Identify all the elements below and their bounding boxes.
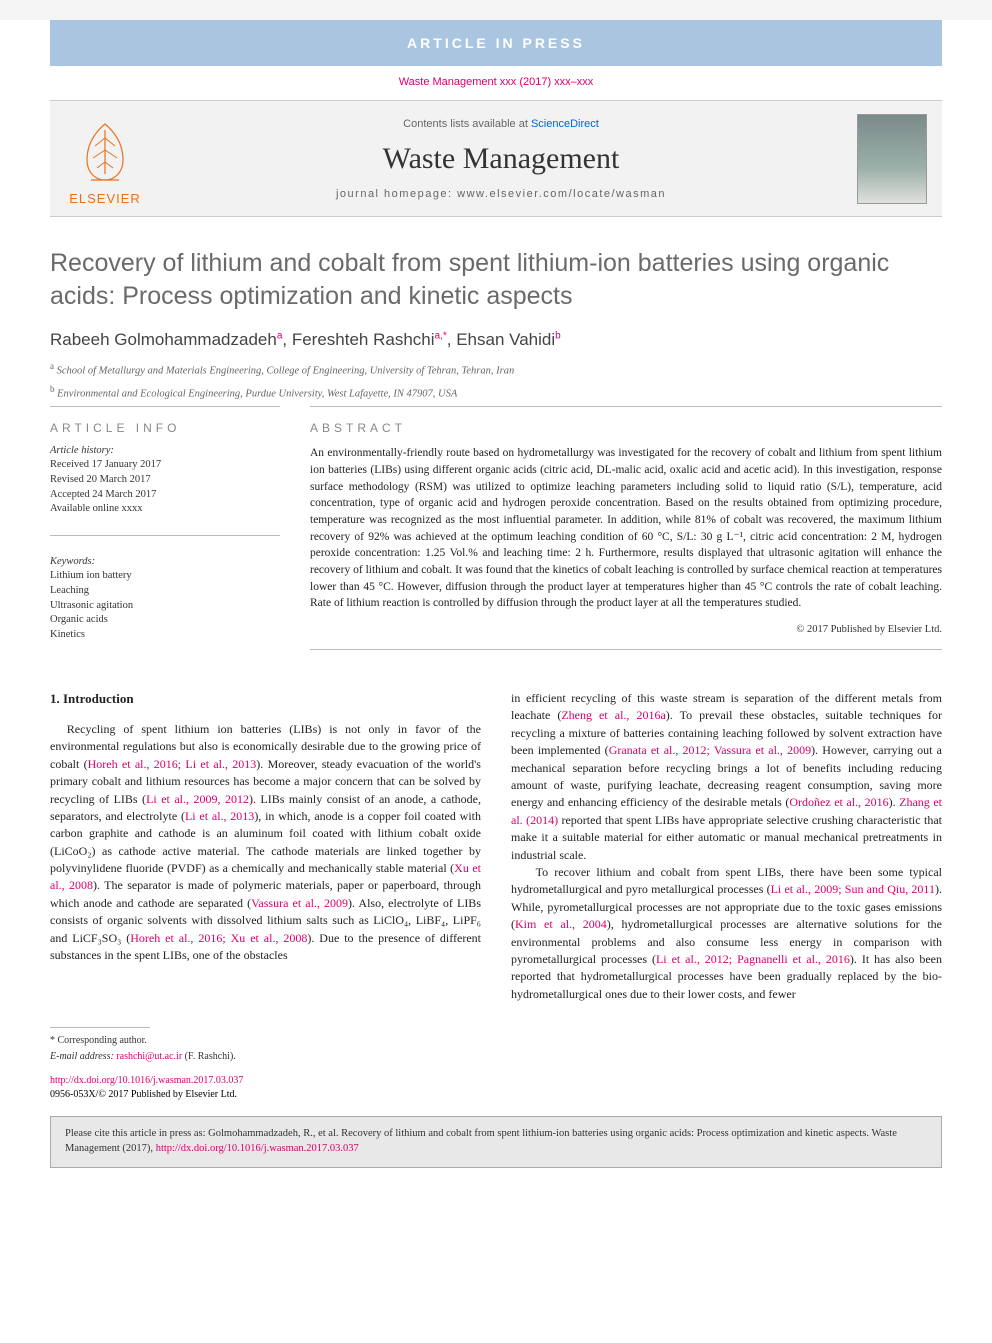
publisher-logo-block: ELSEVIER xyxy=(50,111,160,206)
contents-available-line: Contents lists available at ScienceDirec… xyxy=(160,118,842,130)
footnote-separator xyxy=(50,1027,150,1028)
corresponding-footnote: * Corresponding author. xyxy=(50,1034,942,1048)
history-accepted: Accepted 24 March 2017 xyxy=(50,488,280,503)
journal-cover-thumb xyxy=(842,114,942,204)
email-footnote: E-mail address: rashchi@ut.ac.ir (F. Ras… xyxy=(50,1050,942,1064)
article-info-heading: ARTICLE INFO xyxy=(50,421,280,435)
article-in-press-banner: ARTICLE IN PRESS xyxy=(50,20,942,66)
journal-masthead: ELSEVIER Contents lists available at Sci… xyxy=(50,100,942,217)
body-right-column: in efficient recycling of this waste str… xyxy=(511,690,942,1003)
journal-name: Waste Management xyxy=(160,142,842,176)
article-info-column: ARTICLE INFO Article history: Received 1… xyxy=(50,406,280,650)
banner-text: ARTICLE IN PRESS xyxy=(407,35,585,51)
paper-page: ARTICLE IN PRESS Waste Management xxx (2… xyxy=(0,20,992,1343)
history-revised: Revised 20 March 2017 xyxy=(50,473,280,488)
keyword: Leaching xyxy=(50,584,280,599)
info-divider xyxy=(50,535,280,536)
body-right-paragraph: in efficient recycling of this waste str… xyxy=(511,690,942,1003)
doi-block: http://dx.doi.org/10.1016/j.wasman.2017.… xyxy=(50,1074,942,1102)
keyword: Lithium ion battery xyxy=(50,569,280,584)
article-title: Recovery of lithium and cobalt from spen… xyxy=(50,247,942,312)
elsevier-tree-icon xyxy=(70,111,140,191)
abstract-divider xyxy=(310,649,942,650)
doi-link[interactable]: http://dx.doi.org/10.1016/j.wasman.2017.… xyxy=(50,1075,243,1086)
history-label: Article history: xyxy=(50,445,280,456)
cover-image-icon xyxy=(857,114,927,204)
citation-header: Waste Management xxx (2017) xxx–xxx xyxy=(0,76,992,88)
section-1-heading: 1. Introduction xyxy=(50,690,481,709)
body-two-columns: 1. Introduction Recycling of spent lithi… xyxy=(50,690,942,1003)
affiliation-b: b Environmental and Ecological Engineeri… xyxy=(50,383,942,402)
abstract-heading: ABSTRACT xyxy=(310,421,942,435)
abstract-text: An environmentally-friendly route based … xyxy=(310,445,942,612)
info-abstract-row: ARTICLE INFO Article history: Received 1… xyxy=(50,406,942,650)
history-available: Available online xxxx xyxy=(50,502,280,517)
affiliation-b-text: Environmental and Ecological Engineering… xyxy=(57,389,457,400)
keywords-label: Keywords: xyxy=(50,556,280,567)
masthead-center: Contents lists available at ScienceDirec… xyxy=(160,118,842,200)
article-block: Recovery of lithium and cobalt from spen… xyxy=(50,247,942,650)
keyword: Organic acids xyxy=(50,613,280,628)
abstract-copyright: © 2017 Published by Elsevier Ltd. xyxy=(310,624,942,635)
elsevier-label: ELSEVIER xyxy=(69,191,141,206)
affiliation-a-text: School of Metallurgy and Materials Engin… xyxy=(57,366,515,377)
homepage-pre: journal homepage: xyxy=(336,188,457,200)
body-left-paragraph: Recycling of spent lithium ion batteries… xyxy=(50,721,481,964)
email-label: E-mail address: xyxy=(50,1051,114,1062)
email-link[interactable]: rashchi@ut.ac.ir xyxy=(116,1051,182,1062)
keyword: Ultrasonic agitation xyxy=(50,599,280,614)
contents-pre: Contents lists available at xyxy=(403,118,531,130)
keyword: Kinetics xyxy=(50,628,280,643)
homepage-url[interactable]: www.elsevier.com/locate/wasman xyxy=(457,188,666,200)
issn-line: 0956-053X/© 2017 Published by Elsevier L… xyxy=(50,1088,942,1102)
email-person: (F. Rashchi). xyxy=(185,1051,236,1062)
citation-box: Please cite this article in press as: Go… xyxy=(50,1116,942,1167)
history-received: Received 17 January 2017 xyxy=(50,458,280,473)
abstract-column: ABSTRACT An environmentally-friendly rou… xyxy=(310,406,942,650)
citation-doi-link[interactable]: http://dx.doi.org/10.1016/j.wasman.2017.… xyxy=(156,1143,359,1154)
journal-homepage-line: journal homepage: www.elsevier.com/locat… xyxy=(160,188,842,200)
sciencedirect-link[interactable]: ScienceDirect xyxy=(531,118,599,130)
affiliation-a: a School of Metallurgy and Materials Eng… xyxy=(50,360,942,379)
authors-line: Rabeeh Golmohammadzadeha, Fereshteh Rash… xyxy=(50,330,942,350)
body-left-column: 1. Introduction Recycling of spent lithi… xyxy=(50,690,481,1003)
